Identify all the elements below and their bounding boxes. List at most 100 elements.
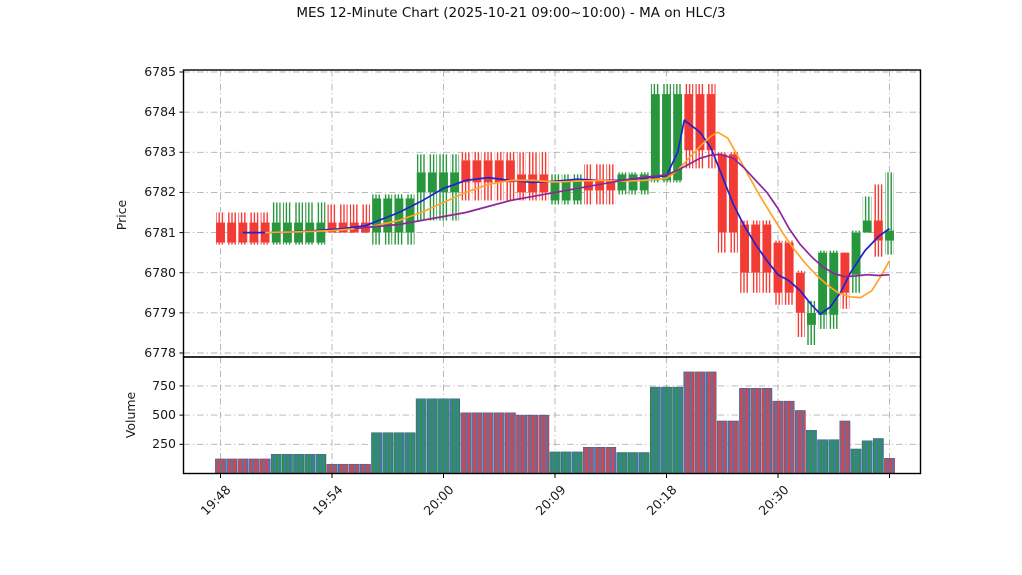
candle-wick-lower — [238, 242, 248, 245]
volume-bar — [873, 438, 884, 474]
candle-body — [584, 180, 593, 191]
ma-fast — [242, 119, 890, 315]
candle-body — [305, 222, 315, 243]
candle-wick-upper — [572, 174, 582, 181]
volume-bar — [304, 454, 316, 474]
candle-wick-lower — [762, 272, 772, 293]
candle-wick-upper — [260, 212, 270, 223]
candle-wick-upper — [717, 152, 727, 155]
axes-spines — [182, 69, 922, 475]
candle-body — [494, 160, 504, 183]
candle-wick-upper — [762, 220, 772, 225]
volume-bar — [326, 463, 338, 474]
candle-wick-upper — [238, 212, 248, 223]
candle-body — [762, 224, 772, 273]
candle-body — [873, 220, 883, 241]
candle-wick-lower — [427, 192, 437, 221]
candle-wick-upper — [472, 152, 482, 161]
candle-body — [840, 252, 850, 293]
volume-bar — [293, 454, 304, 474]
candle-wick-lower — [572, 200, 582, 205]
candle-wick-upper — [885, 172, 894, 231]
candle-wick-lower — [784, 292, 794, 305]
candle-wick-lower — [885, 240, 894, 255]
candle-wick-upper — [807, 300, 816, 313]
volume-bar — [560, 451, 572, 474]
candle-wick-upper — [494, 152, 504, 161]
candle-body — [416, 172, 426, 193]
candle-wick-lower — [617, 190, 627, 195]
candle-wick-upper — [349, 204, 359, 223]
volume-bar — [315, 454, 327, 474]
volume-bar — [282, 454, 293, 474]
volume-bar — [694, 371, 706, 474]
candle-wick-lower — [539, 192, 549, 201]
candle-body — [717, 154, 727, 233]
candle-body — [795, 272, 805, 313]
candle-wick-upper — [528, 152, 538, 175]
candle-wick-upper — [394, 194, 404, 199]
candle-wick-upper — [851, 230, 861, 233]
candle-body — [706, 94, 716, 151]
candle-wick-lower — [472, 182, 482, 201]
candle-wick-lower — [584, 190, 593, 205]
candle-wick-lower — [628, 190, 638, 195]
price-tick-label: 6782 — [144, 184, 176, 200]
candle-wick-upper — [305, 202, 315, 223]
volume-bar — [215, 458, 226, 474]
candle-wick-lower — [706, 150, 716, 169]
gridlines — [183, 70, 921, 474]
candle-body — [628, 174, 638, 191]
candle-wick-upper — [227, 212, 237, 223]
volume-bar — [861, 440, 873, 474]
candle-wick-upper — [639, 172, 649, 175]
candle-body — [650, 94, 660, 181]
volume-bar — [817, 439, 828, 474]
candle-wick-upper — [684, 84, 694, 95]
candle-wick-upper — [383, 194, 393, 199]
candle-wick-lower — [829, 314, 839, 329]
candle-wick-upper — [873, 184, 883, 221]
candle-wick-upper — [517, 152, 526, 175]
candle-wick-upper — [282, 202, 292, 223]
candle-body — [662, 94, 671, 181]
candle-wick-lower — [595, 190, 605, 205]
candle-wick-upper — [505, 152, 515, 161]
candle-wick-lower — [517, 192, 526, 201]
candle-body — [818, 252, 828, 315]
volume-bar — [237, 458, 249, 474]
candle-body — [517, 174, 526, 193]
candle-wick-lower — [405, 232, 415, 245]
candle-wick-upper — [450, 154, 460, 173]
volume-bar — [661, 386, 672, 474]
volume-bar — [571, 451, 583, 474]
price-tick-label: 6778 — [144, 345, 176, 360]
candle-wick-lower — [728, 232, 738, 253]
volume-bar — [270, 454, 282, 474]
volume-bar — [605, 447, 617, 474]
volume-bar — [226, 458, 238, 474]
candle-wick-lower — [439, 192, 448, 221]
volume-bar — [404, 432, 416, 474]
candle-wick-upper — [271, 202, 281, 223]
candle-wick-upper — [728, 152, 738, 155]
candle-body — [505, 160, 515, 183]
volume-bar — [482, 412, 494, 474]
candle-body — [595, 180, 605, 191]
candle-wick-upper — [539, 152, 549, 175]
volume-bar — [460, 412, 472, 474]
candle-wick-lower — [483, 182, 493, 201]
volume-bar — [348, 463, 360, 474]
candle-wick-lower — [416, 192, 426, 221]
price-tick-label: 6784 — [144, 104, 176, 120]
volume-bar — [549, 451, 561, 474]
candle-wick-upper — [773, 240, 783, 243]
chart-title: MES 12-Minute Chart (2025-10-21 09:00~10… — [296, 5, 726, 21]
candle-body — [550, 180, 560, 201]
volume-bar — [538, 414, 550, 474]
candle-wick-upper — [650, 84, 660, 95]
candle-wick-upper — [740, 220, 749, 225]
ma-slow — [354, 153, 890, 278]
